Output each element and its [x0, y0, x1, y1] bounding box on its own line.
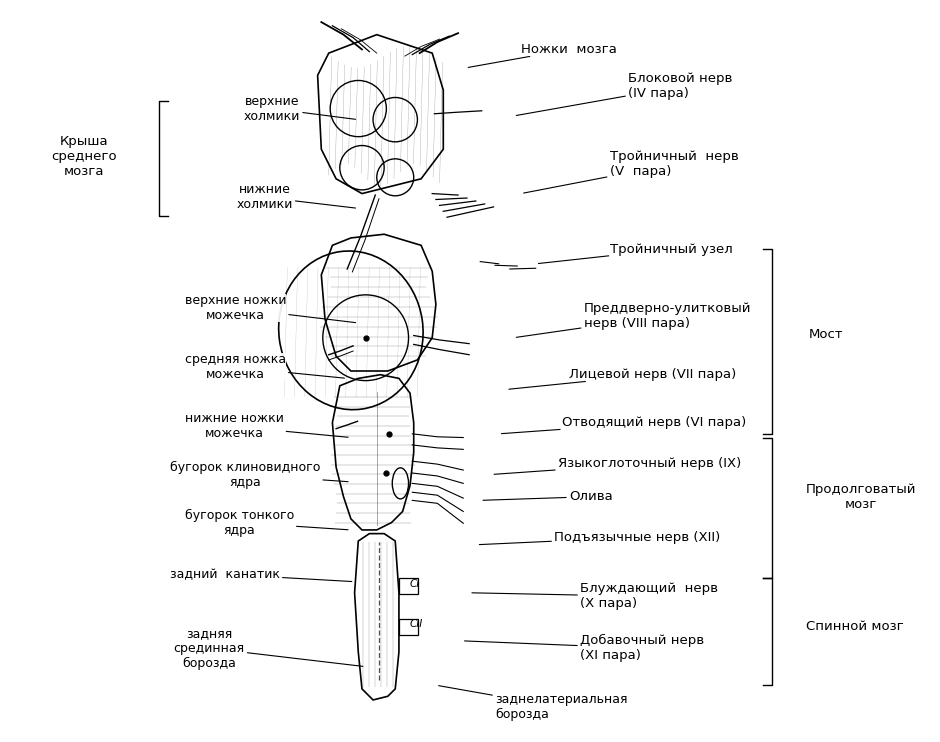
- Text: верхние ножки
можечка: верхние ножки можечка: [184, 294, 355, 323]
- Text: нижние
холмики: нижние холмики: [236, 183, 355, 211]
- Text: заднелатериальная
борозда: заднелатериальная борозда: [439, 686, 628, 721]
- Bar: [399, 578, 418, 594]
- Text: верхние
холмики: верхние холмики: [243, 94, 355, 122]
- Text: нижние ножки
можечка: нижние ножки можечка: [184, 413, 348, 441]
- Text: Спинной мозг: Спинной мозг: [806, 620, 903, 632]
- Text: CI: CI: [410, 579, 420, 589]
- Text: Отводящий нерв (VI пара): Отводящий нерв (VI пара): [502, 416, 745, 433]
- Text: Ножки  мозга: Ножки мозга: [468, 43, 617, 68]
- Text: Олива: Олива: [483, 490, 613, 503]
- Text: CII: CII: [409, 619, 423, 628]
- Text: Лицевой нерв (VII пара): Лицевой нерв (VII пара): [509, 368, 736, 390]
- Text: Языкоглоточный нерв (IX): Языкоглоточный нерв (IX): [494, 457, 741, 474]
- Text: Тройничный  нерв
(V  пара): Тройничный нерв (V пара): [524, 150, 738, 193]
- Text: Блоковой нерв
(IV пара): Блоковой нерв (IV пара): [516, 73, 732, 116]
- Text: задний  канатик: задний канатик: [170, 568, 352, 582]
- Text: Подъязычные нерв (XII): Подъязычные нерв (XII): [479, 531, 720, 545]
- Text: Тройничный узел: Тройничный узел: [539, 243, 732, 263]
- Text: Блуждающий  нерв
(X пара): Блуждающий нерв (X пара): [472, 582, 718, 611]
- Bar: [399, 619, 418, 635]
- Text: Преддверно-улитковый
нерв (VIII пара): Преддверно-улитковый нерв (VIII пара): [516, 301, 751, 338]
- Text: бугорок тонкого
ядра: бугорок тонкого ядра: [184, 508, 348, 536]
- Text: средняя ножка
можечка: средняя ножка можечка: [184, 353, 344, 381]
- Text: Продолговатый
мозг: Продолговатый мозг: [806, 482, 916, 510]
- Text: задняя
срединная
борозда: задняя срединная борозда: [174, 627, 363, 670]
- Text: Мост: Мост: [809, 327, 844, 341]
- Text: Добавочный нерв
(XI пара): Добавочный нерв (XI пара): [464, 634, 704, 663]
- Text: бугорок клиновидного
ядра: бугорок клиновидного ядра: [170, 461, 348, 488]
- Text: Крыша
среднего
мозга: Крыша среднего мозга: [51, 135, 117, 178]
